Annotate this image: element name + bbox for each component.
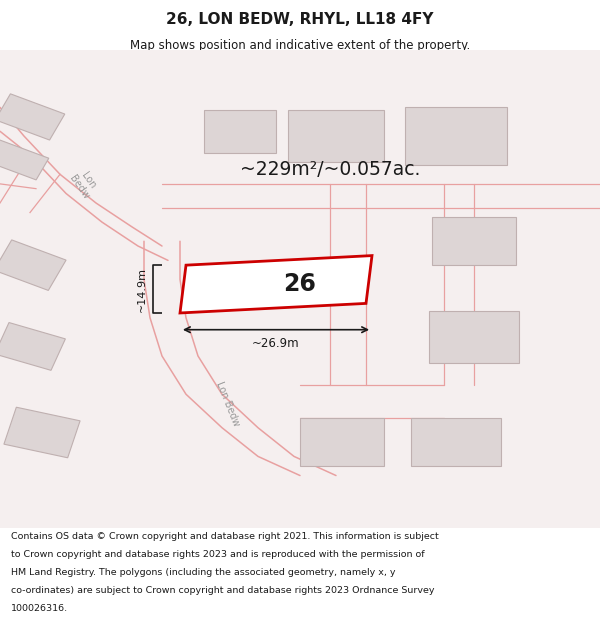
Polygon shape [0,94,65,140]
Polygon shape [0,322,65,371]
Polygon shape [0,240,66,291]
Text: HM Land Registry. The polygons (including the associated geometry, namely x, y: HM Land Registry. The polygons (includin… [11,568,395,577]
Text: Contains OS data © Crown copyright and database right 2021. This information is : Contains OS data © Crown copyright and d… [11,532,439,541]
Text: Lon Bedw: Lon Bedw [214,380,242,428]
Polygon shape [300,418,384,466]
Text: Map shows position and indicative extent of the property.: Map shows position and indicative extent… [130,39,470,52]
Text: 26, LON BEDW, RHYL, LL18 4FY: 26, LON BEDW, RHYL, LL18 4FY [166,12,434,28]
Polygon shape [432,217,516,265]
Polygon shape [4,408,80,458]
Polygon shape [411,418,501,466]
Text: ~26.9m: ~26.9m [252,337,300,350]
Polygon shape [180,256,372,313]
Polygon shape [429,311,519,363]
Text: ~14.9m: ~14.9m [137,266,147,311]
Text: ~229m²/~0.057ac.: ~229m²/~0.057ac. [240,160,420,179]
Polygon shape [0,140,49,180]
Text: co-ordinates) are subject to Crown copyright and database rights 2023 Ordnance S: co-ordinates) are subject to Crown copyr… [11,586,434,595]
Text: 100026316.: 100026316. [11,604,68,612]
Polygon shape [405,107,507,165]
Text: to Crown copyright and database rights 2023 and is reproduced with the permissio: to Crown copyright and database rights 2… [11,550,424,559]
Text: 26: 26 [284,272,316,296]
Polygon shape [288,110,384,162]
Text: Lon
Bedw: Lon Bedw [67,167,101,201]
Polygon shape [204,110,276,152]
